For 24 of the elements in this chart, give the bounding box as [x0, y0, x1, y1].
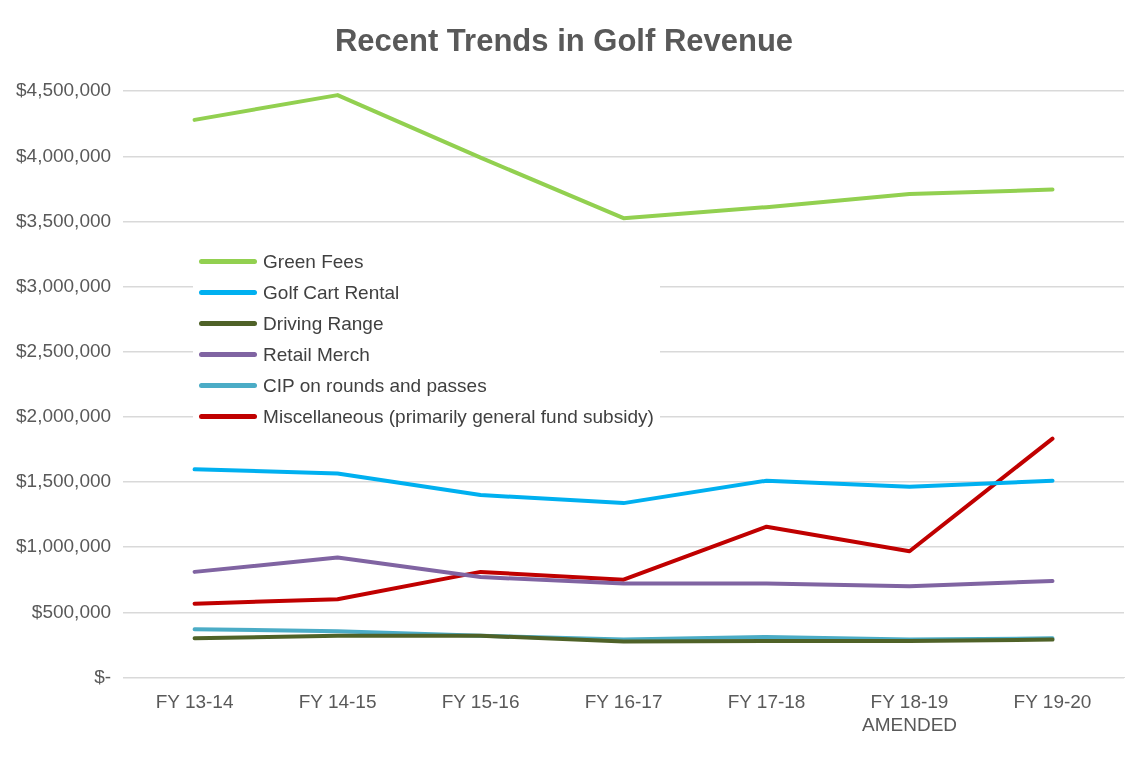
x-tick-label: FY 16-17: [584, 691, 663, 713]
y-tick-label: $1,000,000: [16, 535, 112, 557]
y-tick-label: $3,500,000: [16, 209, 112, 231]
x-tick-label: FY 17-18: [727, 691, 806, 713]
y-tick-label: $-: [94, 665, 112, 687]
x-tick-label: FY 18-19 AMENDED: [862, 691, 958, 735]
y-tick-label: $4,000,000: [16, 144, 112, 166]
chart-title: Recent Trends in Golf Revenue: [334, 23, 794, 59]
legend-label: Driving Range: [263, 311, 384, 336]
legend-label: Miscellaneous (primarily general fund subsidy): [263, 404, 654, 429]
y-tick-label: $2,500,000: [16, 339, 112, 361]
y-tick-label: $500,000: [31, 600, 112, 622]
legend-label: Green Fees: [263, 249, 364, 274]
x-tick-label: FY 19-20: [1013, 691, 1092, 713]
y-tick-label: $2,000,000: [16, 405, 112, 427]
legend-label: CIP on rounds and passes: [263, 373, 487, 398]
y-tick-label: $1,500,000: [16, 470, 112, 492]
legend-label: Golf Cart Rental: [263, 280, 400, 305]
x-tick-label: FY 14-15: [298, 691, 377, 713]
y-tick-label: $4,500,000: [16, 79, 112, 101]
y-tick-label: $3,000,000: [16, 274, 112, 296]
x-tick-label: FY 15-16: [441, 691, 520, 713]
x-tick-label: FY 13-14: [155, 691, 234, 713]
legend-label: Retail Merch: [263, 342, 370, 367]
